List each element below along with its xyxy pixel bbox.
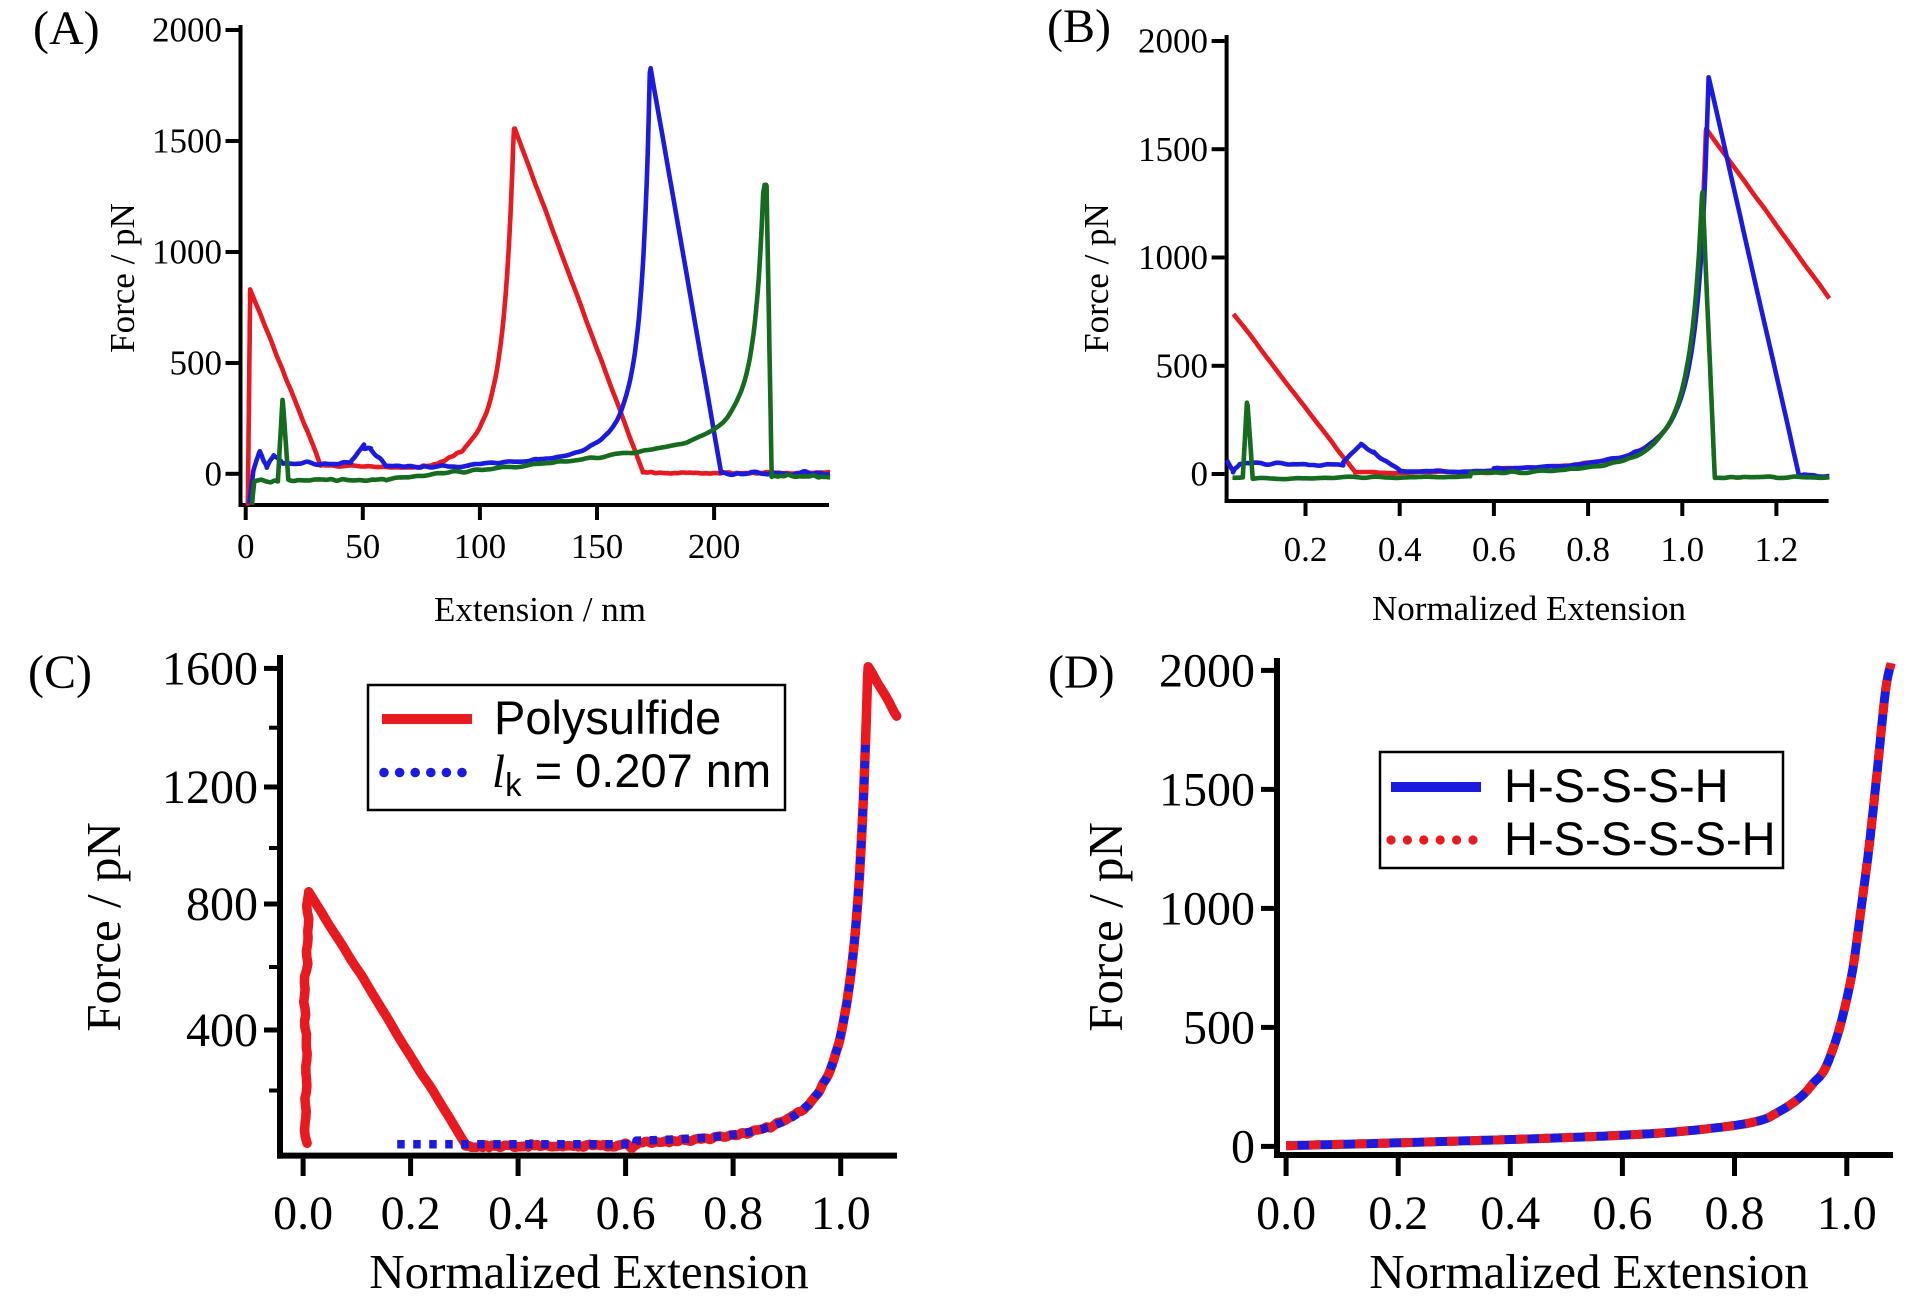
svg-text:Force / pN: Force / pN xyxy=(103,203,142,353)
svg-text:H-S-S-S-S-H: H-S-S-S-S-H xyxy=(1504,812,1776,865)
svg-text:lk = 0.207 nm: lk = 0.207 nm xyxy=(492,744,771,803)
svg-text:50: 50 xyxy=(345,527,380,566)
svg-text:1000: 1000 xyxy=(152,233,222,272)
svg-text:800: 800 xyxy=(186,878,258,931)
svg-text:0.4: 0.4 xyxy=(488,1187,548,1240)
svg-text:Force / pN: Force / pN xyxy=(1077,203,1116,353)
svg-text:Force / pN: Force / pN xyxy=(1078,822,1133,1032)
svg-text:500: 500 xyxy=(1156,346,1209,385)
svg-text:200: 200 xyxy=(688,527,741,566)
svg-text:Force / pN: Force / pN xyxy=(76,822,131,1032)
svg-text:1500: 1500 xyxy=(1159,763,1255,816)
svg-text:2000: 2000 xyxy=(1159,644,1255,697)
svg-text:0.2: 0.2 xyxy=(1368,1187,1428,1240)
svg-text:0.0: 0.0 xyxy=(1256,1187,1316,1240)
svg-text:0.8: 0.8 xyxy=(703,1187,763,1240)
svg-text:1500: 1500 xyxy=(1138,130,1208,169)
svg-text:Normalized Extension: Normalized Extension xyxy=(1369,1244,1809,1299)
svg-text:Polysulfide: Polysulfide xyxy=(494,691,721,744)
svg-text:0.4: 0.4 xyxy=(1378,530,1422,569)
svg-text:(A): (A) xyxy=(33,2,100,55)
svg-text:1500: 1500 xyxy=(152,122,222,161)
svg-text:500: 500 xyxy=(1183,1001,1255,1054)
svg-text:1.0: 1.0 xyxy=(1660,530,1704,569)
svg-text:0.0: 0.0 xyxy=(273,1187,333,1240)
svg-text:400: 400 xyxy=(186,1004,258,1057)
svg-text:Normalized Extension: Normalized Extension xyxy=(369,1244,809,1299)
svg-text:0.8: 0.8 xyxy=(1566,530,1610,569)
svg-text:0: 0 xyxy=(1231,1120,1255,1173)
svg-text:500: 500 xyxy=(170,344,223,383)
svg-text:150: 150 xyxy=(571,527,624,566)
svg-text:(B): (B) xyxy=(1047,0,1111,53)
svg-text:1.0: 1.0 xyxy=(811,1187,871,1240)
svg-text:0.2: 0.2 xyxy=(1284,530,1328,569)
svg-text:0.2: 0.2 xyxy=(381,1187,441,1240)
svg-text:2000: 2000 xyxy=(1138,22,1208,61)
svg-text:2000: 2000 xyxy=(152,11,222,50)
svg-text:0: 0 xyxy=(237,527,255,566)
svg-text:0: 0 xyxy=(205,454,223,493)
svg-text:1.2: 1.2 xyxy=(1755,530,1799,569)
svg-text:1200: 1200 xyxy=(162,761,258,814)
svg-text:1000: 1000 xyxy=(1159,882,1255,935)
svg-text:1.0: 1.0 xyxy=(1817,1187,1877,1240)
svg-text:H-S-S-S-H: H-S-S-S-H xyxy=(1504,759,1729,812)
svg-text:0.6: 0.6 xyxy=(596,1187,656,1240)
svg-text:Normalized Extension: Normalized Extension xyxy=(1372,589,1686,628)
svg-text:1000: 1000 xyxy=(1138,238,1208,277)
svg-text:Extension / nm: Extension / nm xyxy=(434,590,646,629)
svg-text:0.4: 0.4 xyxy=(1480,1187,1540,1240)
svg-text:(C): (C) xyxy=(28,646,92,699)
svg-text:(D): (D) xyxy=(1048,646,1115,699)
svg-text:0.6: 0.6 xyxy=(1472,530,1516,569)
svg-text:0: 0 xyxy=(1191,455,1209,494)
svg-text:0.8: 0.8 xyxy=(1705,1187,1765,1240)
svg-text:1600: 1600 xyxy=(162,642,258,695)
svg-text:0.6: 0.6 xyxy=(1592,1187,1652,1240)
svg-text:100: 100 xyxy=(454,527,507,566)
